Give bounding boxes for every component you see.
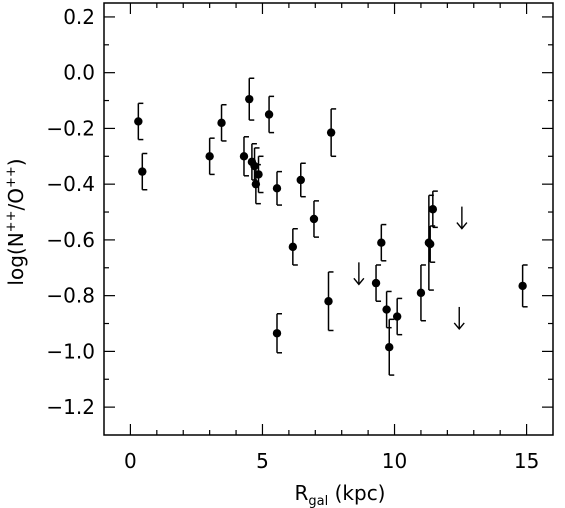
x-axis-label: Rgal (kpc): [295, 481, 386, 508]
data-markers: [134, 94, 527, 352]
data-point: [326, 128, 336, 137]
data-point: [134, 117, 143, 126]
x-tick-label: 10: [382, 449, 407, 473]
arrow-head: [453, 322, 465, 331]
data-point: [250, 161, 259, 171]
upper-limit-arrow: [456, 206, 468, 230]
y-tick-label: −0.4: [46, 172, 95, 196]
y-tick-label: −1.0: [46, 339, 95, 363]
plot-frame: [103, 2, 554, 436]
data-point: [272, 184, 282, 193]
y-tick-label: 0.0: [63, 61, 95, 85]
data-point: [428, 205, 438, 214]
arrow-head: [456, 222, 468, 230]
data-point: [518, 281, 527, 291]
data-point: [239, 152, 249, 161]
x-tick-label: 5: [256, 449, 269, 473]
arrow-head: [353, 277, 365, 286]
upper-limit-arrows: [353, 206, 468, 331]
y-tick-label: −1.2: [46, 395, 95, 419]
data-point: [251, 179, 261, 189]
y-tick-label: −0.2: [46, 116, 95, 140]
data-point: [205, 152, 214, 161]
data-point: [385, 343, 394, 352]
data-point: [272, 329, 282, 338]
axis-ticks: [104, 3, 553, 435]
x-tick-label: 15: [514, 449, 539, 473]
data-point: [371, 278, 381, 288]
data-point: [309, 214, 319, 224]
data-point: [254, 170, 263, 179]
y-tick-label: −0.6: [46, 228, 95, 252]
error-bars: [137, 77, 528, 376]
data-point: [138, 167, 147, 176]
data-point: [245, 94, 254, 104]
x-tick-label: 0: [124, 449, 137, 473]
axis-tick-labels: 0 5 10 15 −1.2 −1.0 −0.8 −0.6 −0.4 −0.2 0.0 0.2: [46, 5, 539, 473]
data-point: [392, 312, 402, 321]
data-point: [382, 305, 391, 314]
upper-limit-arrow: [353, 262, 365, 286]
data-point: [288, 242, 298, 252]
data-point: [416, 288, 426, 298]
data-point: [264, 110, 274, 119]
data-point: [217, 118, 226, 128]
data-point: [296, 175, 305, 185]
y-tick-label: −0.8: [46, 284, 95, 308]
y-tick-label: 0.2: [63, 5, 95, 29]
data-point: [425, 239, 435, 249]
upper-limit-arrow: [453, 306, 465, 331]
data-point: [377, 238, 386, 247]
y-axis-label: log(N++/O++): [4, 158, 28, 285]
data-point: [324, 297, 333, 306]
